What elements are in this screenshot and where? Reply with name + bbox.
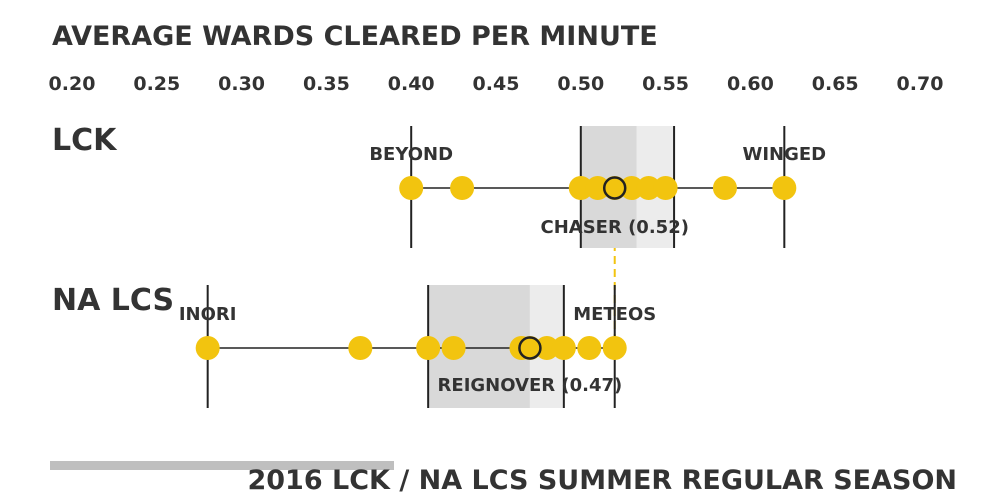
plot-area: LCK CHASER (0.52) BEYOND WINGED NA LCS REIGNO… [52, 123, 826, 408]
data-point [534, 336, 559, 360]
data-point [450, 176, 475, 200]
data-point [551, 336, 576, 360]
x-tick-label: 0.50 [557, 73, 604, 95]
data-point [636, 176, 661, 200]
chart-subtitle: 2016 LCK / NA LCS SUMMER REGULAR SEASON [247, 465, 957, 496]
data-point [585, 176, 610, 200]
x-tick-label: 0.60 [727, 73, 774, 95]
league-label: NA LCS [52, 283, 174, 318]
min-player-label: INORI [179, 304, 237, 325]
highlight-point [518, 336, 542, 360]
data-point [577, 336, 602, 360]
x-tick-label: 0.70 [897, 73, 944, 95]
data-point [772, 176, 797, 200]
footer-bar [50, 461, 394, 470]
data-point [712, 176, 737, 200]
x-tick-label: 0.20 [49, 73, 96, 95]
data-point [653, 176, 678, 200]
data-point [602, 336, 627, 360]
league-group: NA LCS REIGNOVER (0.47) INORI METEOS [52, 283, 656, 408]
chart-title: AVERAGE WARDS CLEARED PER MINUTE [52, 21, 658, 52]
data-point [441, 336, 466, 360]
data-point [416, 336, 441, 360]
x-tick-label: 0.45 [473, 73, 520, 95]
highlight-label: REIGNOVER (0.47) [438, 375, 623, 396]
data-point [619, 176, 644, 200]
x-axis-ticks: 0.20 0.25 0.30 0.35 0.40 0.45 0.50 0.55 0.60 0.65… [49, 73, 944, 95]
x-tick-label: 0.35 [303, 73, 350, 95]
x-tick-label: 0.65 [812, 73, 859, 95]
x-tick-label: 0.55 [642, 73, 689, 95]
highlight-label: CHASER (0.52) [540, 217, 688, 238]
x-tick-label: 0.25 [133, 73, 180, 95]
data-point [399, 176, 424, 200]
x-tick-label: 0.40 [388, 73, 435, 95]
data-point [568, 176, 593, 200]
league-label: LCK [52, 123, 118, 158]
min-player-label: BEYOND [369, 144, 453, 165]
max-player-label: WINGED [742, 144, 826, 165]
data-point [348, 336, 373, 360]
x-tick-label: 0.30 [218, 73, 265, 95]
highlight-point [602, 176, 627, 200]
league-group: LCK CHASER (0.52) BEYOND WINGED [52, 123, 826, 248]
data-point [195, 336, 220, 360]
max-player-label: METEOS [573, 304, 656, 325]
